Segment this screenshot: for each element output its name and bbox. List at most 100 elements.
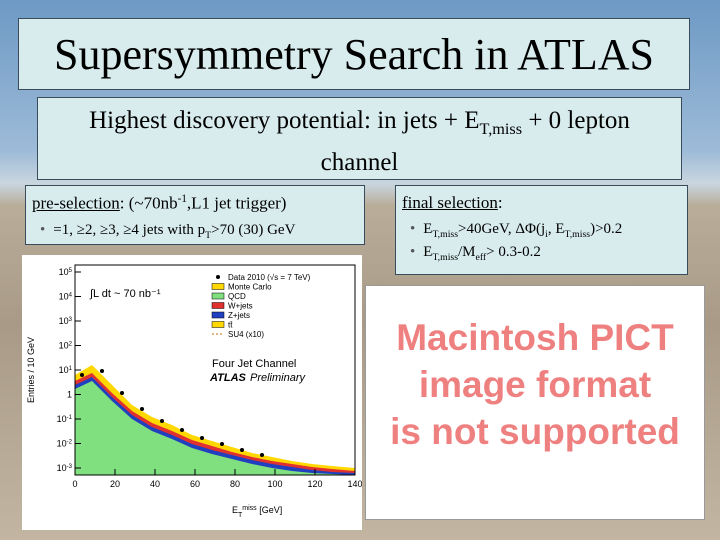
data-points: [80, 369, 264, 457]
text-run: , E: [547, 221, 565, 237]
text-run: miss: [242, 505, 257, 512]
heading: final selection:: [402, 193, 681, 213]
preliminary: Preliminary: [250, 372, 307, 384]
legend-swatch: [211, 311, 225, 319]
text-run: E: [423, 244, 433, 260]
text-run: T: [238, 512, 243, 519]
pict-line: Macintosh PICT: [396, 317, 674, 358]
text-run: )>0.2: [590, 221, 623, 237]
text-run: /M: [458, 244, 476, 260]
text-run: T,miss: [479, 120, 523, 138]
text-run: =1, ≥2, ≥3, ≥4 jets with p: [53, 221, 206, 238]
x-tick-label: 40: [150, 479, 160, 489]
x-tick-label: 140: [347, 479, 362, 489]
heading: pre-selection: (~70nb-1,L1 jet trigger): [32, 193, 358, 214]
legend-swatch: [211, 283, 225, 290]
text-run: T,miss: [432, 229, 458, 240]
legend-entry: Monte Carlo: [228, 283, 272, 292]
text-run: T,miss: [564, 229, 591, 240]
y-tick-label: 10-2: [57, 439, 73, 449]
text-run: : (~70nb: [119, 193, 178, 213]
text-run: + 0 lepton channel: [320, 107, 630, 176]
text-run: Highest discovery potential: in jets + E: [89, 107, 480, 134]
text-run: ,L1 jet trigger): [186, 193, 287, 213]
tick-exp: -3: [67, 464, 73, 470]
pict-placeholder: Macintosh PICT image format is not support…: [365, 285, 705, 520]
y-tick-label: 1: [67, 390, 72, 400]
atlas-label: ATLAS: [209, 372, 247, 384]
final-selection-box: final selection: ET,miss>40GeV, ΔΦ(ji, E…: [395, 185, 688, 275]
tick-exp: -1: [67, 415, 73, 421]
text-run: E: [423, 221, 433, 237]
lumi: ∫L dt ~ 70 nb⁻¹: [89, 288, 161, 300]
text-run: eff: [475, 252, 487, 263]
y-tick-label: 101: [59, 365, 73, 375]
tick-base: 10: [59, 267, 69, 277]
y-axis-label: Entries / 10 GeV: [26, 337, 36, 403]
qcd: [75, 381, 355, 475]
title: Supersymmetry Search in ATLAS: [18, 18, 690, 90]
y-tick-label: 105: [59, 267, 73, 277]
tick-exp: 5: [69, 268, 73, 274]
y-tick-label: 103: [59, 316, 73, 326]
legend-entry: tt̄: [228, 321, 233, 330]
legend: Data 2010 (√s = 7 TeV)Monte CarloQCDW+je…: [211, 273, 311, 339]
tick-base: 1: [67, 390, 72, 400]
x-tick-label: 80: [230, 479, 240, 489]
legend-entry: SU4 (x10): [228, 330, 264, 339]
tick-base: 10: [59, 365, 69, 375]
tick-exp: -2: [67, 440, 73, 446]
pict-line: is not supported: [390, 411, 680, 452]
x-tick-label: 0: [72, 479, 77, 489]
bullet: ET,miss>40GeV, ΔΦ(ji, ET,miss)>0.2: [402, 221, 681, 240]
text-run: :: [497, 193, 503, 212]
text-run: >70 (30) GeV: [211, 221, 296, 238]
x-tick-label: 60: [190, 479, 200, 489]
text-run: i: [545, 229, 548, 240]
text-run: > 0.3-0.2: [486, 244, 541, 260]
tick-exp: 1: [69, 366, 73, 372]
text-run: T: [205, 229, 212, 241]
pre-selection-box: pre-selection: (~70nb-1,L1 jet trigger) …: [25, 185, 365, 245]
legend-entry: Z+jets: [228, 311, 250, 320]
text-run: final selection: [402, 193, 498, 212]
text-run: pre-selection: [32, 193, 120, 213]
legend-swatch: [211, 321, 225, 328]
tick-base: 10: [59, 292, 69, 302]
x-tick-label: 20: [110, 479, 120, 489]
legend-swatch: [211, 292, 225, 300]
legend-entry: QCD: [228, 292, 246, 301]
legend-entry: W+jets: [228, 302, 253, 311]
x-axis-label: ETmiss [GeV]: [232, 505, 282, 519]
legend-swatch: [216, 275, 220, 279]
legend-entry: Data 2010 (√s = 7 TeV): [228, 273, 311, 282]
x-tick-label: 120: [307, 479, 322, 489]
y-tick-label: 10-3: [57, 463, 73, 473]
tick-base: 10: [57, 414, 67, 424]
text-run: [GeV]: [257, 505, 283, 515]
tick-exp: 3: [69, 317, 73, 323]
met-plot: Entries / 10 GeV ETmiss [GeV] ∫L dt ~ 70…: [22, 255, 362, 530]
text-run: >40GeV, ΔΦ(j: [458, 221, 546, 237]
tick-base: 10: [57, 463, 67, 473]
y-tick-label: 10-1: [57, 414, 73, 424]
x-tick-label: 100: [267, 479, 282, 489]
tick-exp: 2: [69, 342, 73, 348]
tick-base: 10: [57, 439, 67, 449]
bullet: =1, ≥2, ≥3, ≥4 jets with pT>70 (30) GeV: [32, 222, 358, 241]
legend-swatch: [211, 302, 225, 309]
bullet: ET,miss/Meff> 0.3-0.2: [402, 244, 681, 263]
channel: Four Jet Channel: [212, 358, 296, 370]
y-tick-label: 102: [59, 341, 73, 351]
pict-line: image format: [418, 364, 652, 405]
subtitle: Highest discovery potential: in jets + E…: [37, 97, 682, 180]
tick-exp: 4: [69, 293, 73, 299]
text-run: E: [232, 505, 238, 515]
text-run: -1: [177, 193, 187, 205]
y-tick-label: 104: [59, 292, 73, 302]
tick-base: 10: [59, 341, 69, 351]
text-run: T,miss: [432, 252, 458, 263]
tick-base: 10: [59, 316, 69, 326]
